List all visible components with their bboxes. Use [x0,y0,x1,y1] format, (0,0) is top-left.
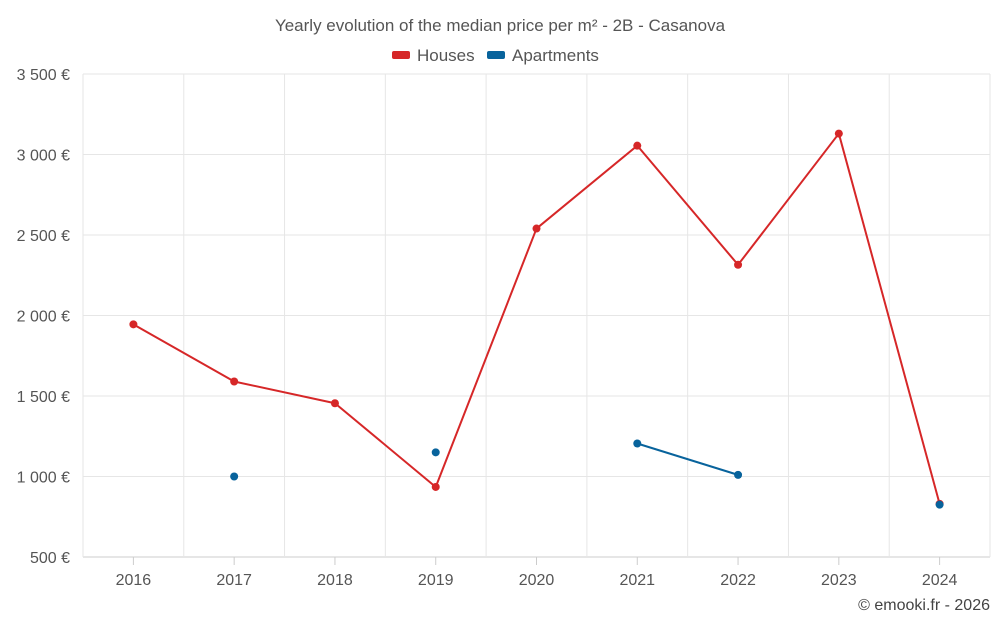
data-point-houses-2016[interactable] [129,320,138,329]
legend-label-houses: Houses [417,46,475,65]
y-tick-label: 3 500 € [17,67,70,84]
x-tick-label: 2016 [116,572,152,589]
credit-text: © emooki.fr - 2026 [858,597,990,614]
legend: Houses Apartments [392,46,599,65]
series-line-houses [636,144,740,266]
x-tick-label: 2019 [418,572,454,589]
data-point-apartments-2017[interactable] [230,472,239,481]
data-point-apartments-2019[interactable] [431,448,440,457]
x-tick-label: 2022 [720,572,756,589]
data-point-houses-2018[interactable] [330,399,339,408]
legend-swatch-apartments [487,51,505,59]
x-tick-label: 2017 [216,572,252,589]
legend-label-apartments: Apartments [512,46,599,65]
data-point-apartments-2021[interactable] [633,439,642,448]
series-houses [129,129,944,508]
data-point-apartments-2022[interactable] [734,470,743,479]
series-line-houses [837,132,941,505]
data-point-houses-2022[interactable] [734,260,743,269]
series-line-houses [333,402,437,488]
series-apartments [230,439,944,509]
data-point-houses-2023[interactable] [834,129,843,138]
x-tick-label: 2023 [821,572,857,589]
series-line-apartments [636,442,740,476]
x-gridlines [82,74,991,557]
legend-swatch-houses [392,51,410,59]
series-line-houses [434,227,538,488]
y-tick-label: 2 000 € [17,309,70,326]
x-axis-ticks: 2016 2017 2018 2019 2020 2021 2022 2023 2024 [116,557,958,589]
legend-item-houses[interactable]: Houses [392,46,475,65]
y-tick-label: 1 500 € [17,389,70,406]
y-gridlines [83,73,990,558]
x-tick-label: 2018 [317,572,353,589]
y-tick-label: 3 000 € [17,148,70,165]
series-line-houses [535,144,639,230]
data-point-houses-2017[interactable] [230,377,239,386]
data-point-houses-2019[interactable] [431,482,440,491]
data-point-apartments-2024[interactable] [935,500,944,509]
x-tick-label: 2021 [619,572,655,589]
series-line-houses [132,323,236,383]
x-tick-label: 2020 [519,572,555,589]
y-axis-ticks: 500 € 1 000 € 1 500 € 2 000 € 2 500 € 3 000 €… [17,67,70,567]
y-tick-label: 1 000 € [17,470,70,487]
data-point-houses-2020[interactable] [532,224,541,233]
series-line-houses [737,132,840,266]
data-point-houses-2021[interactable] [633,141,642,150]
legend-item-apartments[interactable]: Apartments [487,46,599,65]
series-layer [129,129,944,509]
x-tick-label: 2024 [922,572,958,589]
y-tick-label: 2 500 € [17,228,70,245]
y-tick-label: 500 € [30,550,70,567]
chart-title: Yearly evolution of the median price per… [275,16,726,35]
series-line-houses [233,380,336,405]
